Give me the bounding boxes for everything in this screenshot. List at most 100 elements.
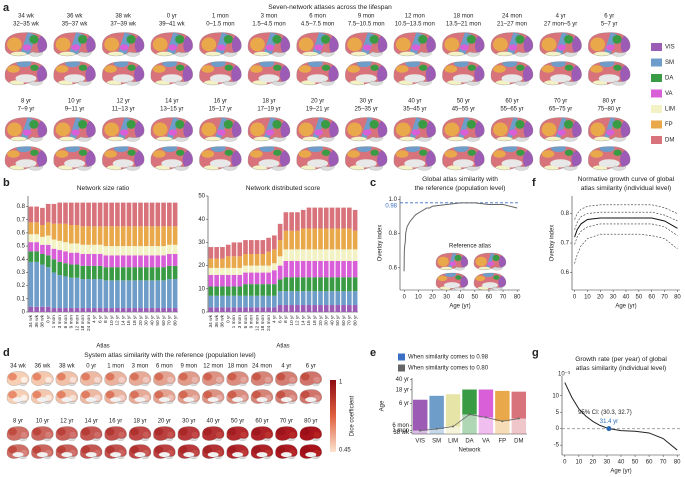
bar-segment (149, 267, 155, 281)
bar-segment (352, 291, 358, 306)
x-axis-label: Age (yr) (449, 304, 470, 310)
bar-segment (312, 228, 318, 250)
brain-outline (473, 252, 507, 271)
age-label: 16 yr (214, 99, 227, 105)
brain-region (598, 159, 620, 168)
brain-region (175, 120, 185, 129)
brain-region (522, 65, 533, 84)
bar-segment (272, 263, 277, 271)
x-tick-label: 70 (500, 295, 507, 301)
bar-segment (120, 246, 126, 256)
brain-region (105, 373, 115, 381)
brain-region (590, 37, 605, 52)
brain-region (105, 391, 115, 399)
bar-segment (220, 286, 225, 296)
brain-region (620, 150, 631, 169)
brain (345, 32, 388, 57)
brain (53, 32, 96, 57)
brain-region (466, 35, 476, 44)
brain-region (154, 391, 164, 399)
brain-region (110, 397, 122, 403)
bar-segment (220, 258, 225, 268)
brain-region (493, 37, 508, 52)
brain (150, 117, 193, 142)
brain-region (158, 452, 170, 458)
bar-segment (272, 295, 277, 308)
brain (393, 61, 436, 86)
x-tick-label: 18 yr (132, 315, 138, 326)
bar-segment (237, 256, 243, 268)
brain-outline (31, 426, 54, 441)
x-tick-label: 20 (597, 295, 604, 301)
brain-outline (275, 389, 298, 404)
bar-segment (80, 226, 86, 245)
brain-region (252, 391, 261, 399)
brain-region (15, 159, 37, 168)
brain-region (590, 150, 603, 158)
bar-segment (45, 255, 51, 268)
bar-segment (335, 305, 341, 312)
age-label: 3 mon (132, 364, 149, 370)
brain-outline (202, 389, 225, 404)
age-range: 1.5–4.5 mon (252, 22, 285, 28)
age-label: 6 yr (306, 364, 316, 370)
brain-region (55, 37, 71, 52)
bar-segment (225, 295, 231, 308)
x-tick-label: 18 mon (260, 315, 266, 331)
brain-region (418, 35, 428, 44)
brain-region (276, 428, 286, 436)
x-tick-label: 50 (471, 295, 478, 301)
brain-region (85, 150, 96, 169)
bar-segment (143, 267, 149, 281)
bar-segment (161, 202, 166, 227)
brain (588, 117, 631, 142)
brain-region (550, 74, 572, 83)
bar-segment (155, 246, 161, 256)
brain (202, 389, 225, 405)
bar-segment (283, 230, 289, 250)
x-tick-label: 70 (660, 460, 667, 466)
brain-region (347, 122, 362, 137)
brain (393, 32, 436, 57)
bar-segment (109, 226, 114, 247)
brain-region (142, 376, 150, 383)
brain-region (203, 373, 213, 381)
brain-region (215, 376, 223, 383)
bar-segment (120, 308, 126, 312)
inset-label: Reference atlas (449, 244, 491, 250)
brain-region (487, 261, 494, 267)
brain-region (8, 391, 17, 399)
age-range: 75–80 yr (598, 107, 621, 113)
x-tick-label: 36 wk (34, 314, 40, 327)
brain-region (418, 120, 428, 129)
brain-region (183, 397, 195, 403)
x-tick-label: 80 yr (172, 315, 178, 326)
brain-surface (226, 371, 249, 386)
bar-segment (225, 286, 231, 296)
brain-region (544, 136, 562, 141)
age-label: 20 yr (311, 99, 324, 105)
bar-segment (126, 226, 132, 247)
brain-surface (102, 61, 145, 85)
bar-segment (329, 207, 335, 229)
age-label: 36 wk (35, 364, 52, 370)
y-tick-label: -5 (554, 443, 560, 449)
brain-region (12, 397, 24, 403)
brain-surface (199, 146, 242, 170)
brain-outline (247, 146, 291, 171)
bar-segment (80, 279, 86, 309)
bar-segment (45, 222, 51, 236)
brain-surface (296, 146, 339, 170)
brain-surface (53, 32, 96, 56)
bar-segment (74, 243, 80, 253)
y-tick-label: 0.8 (389, 231, 398, 237)
bar-segment (132, 308, 138, 312)
bar-lower (445, 426, 461, 434)
brain-region (32, 428, 42, 436)
brain-region (355, 159, 377, 168)
bar-segment (335, 277, 341, 292)
x-tick-label: 4 yr (272, 315, 278, 323)
brain-region (154, 428, 164, 436)
x-tick-label: 3 mon (57, 315, 63, 329)
age-range: 11–13 yr (112, 107, 135, 113)
